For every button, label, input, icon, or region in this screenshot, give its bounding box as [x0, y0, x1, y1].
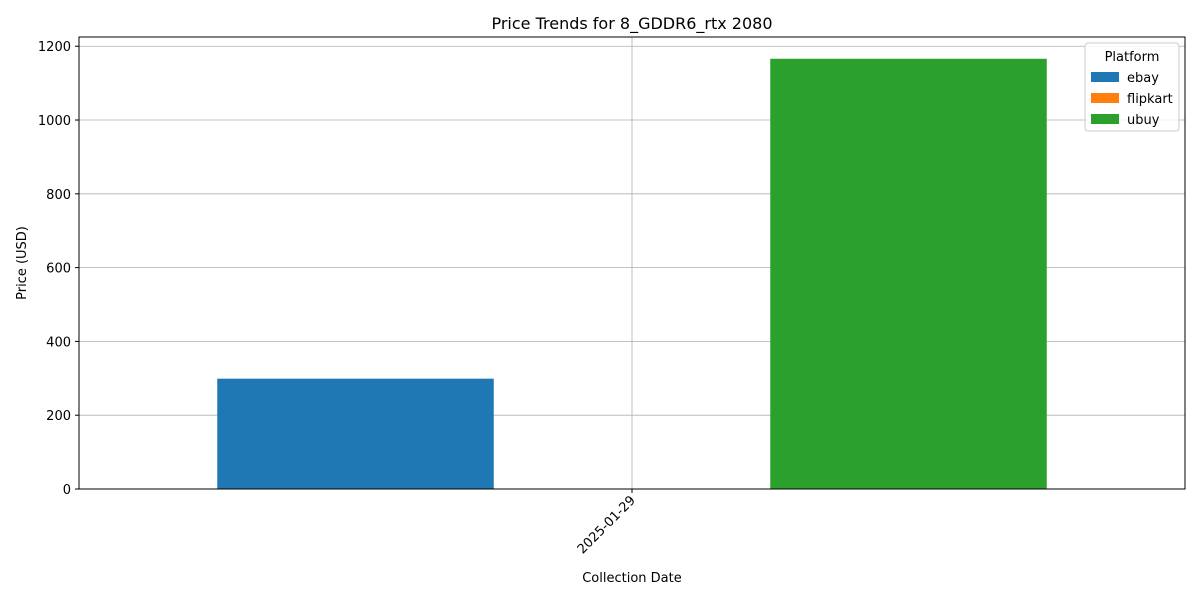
x-axis: 2025-01-29 [575, 489, 639, 557]
bar-ebay [217, 378, 494, 489]
legend-swatch-ubuy [1091, 114, 1119, 124]
legend-box [1084, 42, 1180, 132]
y-tick-label: 600 [46, 262, 71, 277]
y-axis-label: Price (USD) [15, 226, 30, 300]
legend-swatch-flipkart [1091, 93, 1119, 103]
y-tick-label: 1200 [38, 40, 71, 55]
bars [217, 58, 1047, 489]
legend-title: Platform [1105, 50, 1160, 65]
y-tick-label: 200 [46, 409, 71, 424]
x-tick-label: 2025-01-29 [575, 493, 639, 557]
y-tick-label: 0 [63, 483, 71, 498]
y-tick-label: 800 [46, 188, 71, 203]
legend-swatch-ebay [1091, 72, 1119, 82]
y-tick-label: 1000 [38, 114, 71, 129]
legend: Platform ebay flipkart ubuy [1084, 42, 1180, 132]
legend-label-ubuy: ubuy [1127, 113, 1160, 128]
y-axis: 0 200 400 600 800 1000 1200 [38, 40, 79, 498]
y-tick-label: 400 [46, 335, 71, 350]
x-axis-label: Collection Date [582, 571, 682, 586]
chart-title: Price Trends for 8_GDDR6_rtx 2080 [491, 14, 772, 34]
bar-ubuy [770, 58, 1047, 489]
legend-label-flipkart: flipkart [1127, 92, 1173, 107]
legend-label-ebay: ebay [1127, 71, 1159, 86]
